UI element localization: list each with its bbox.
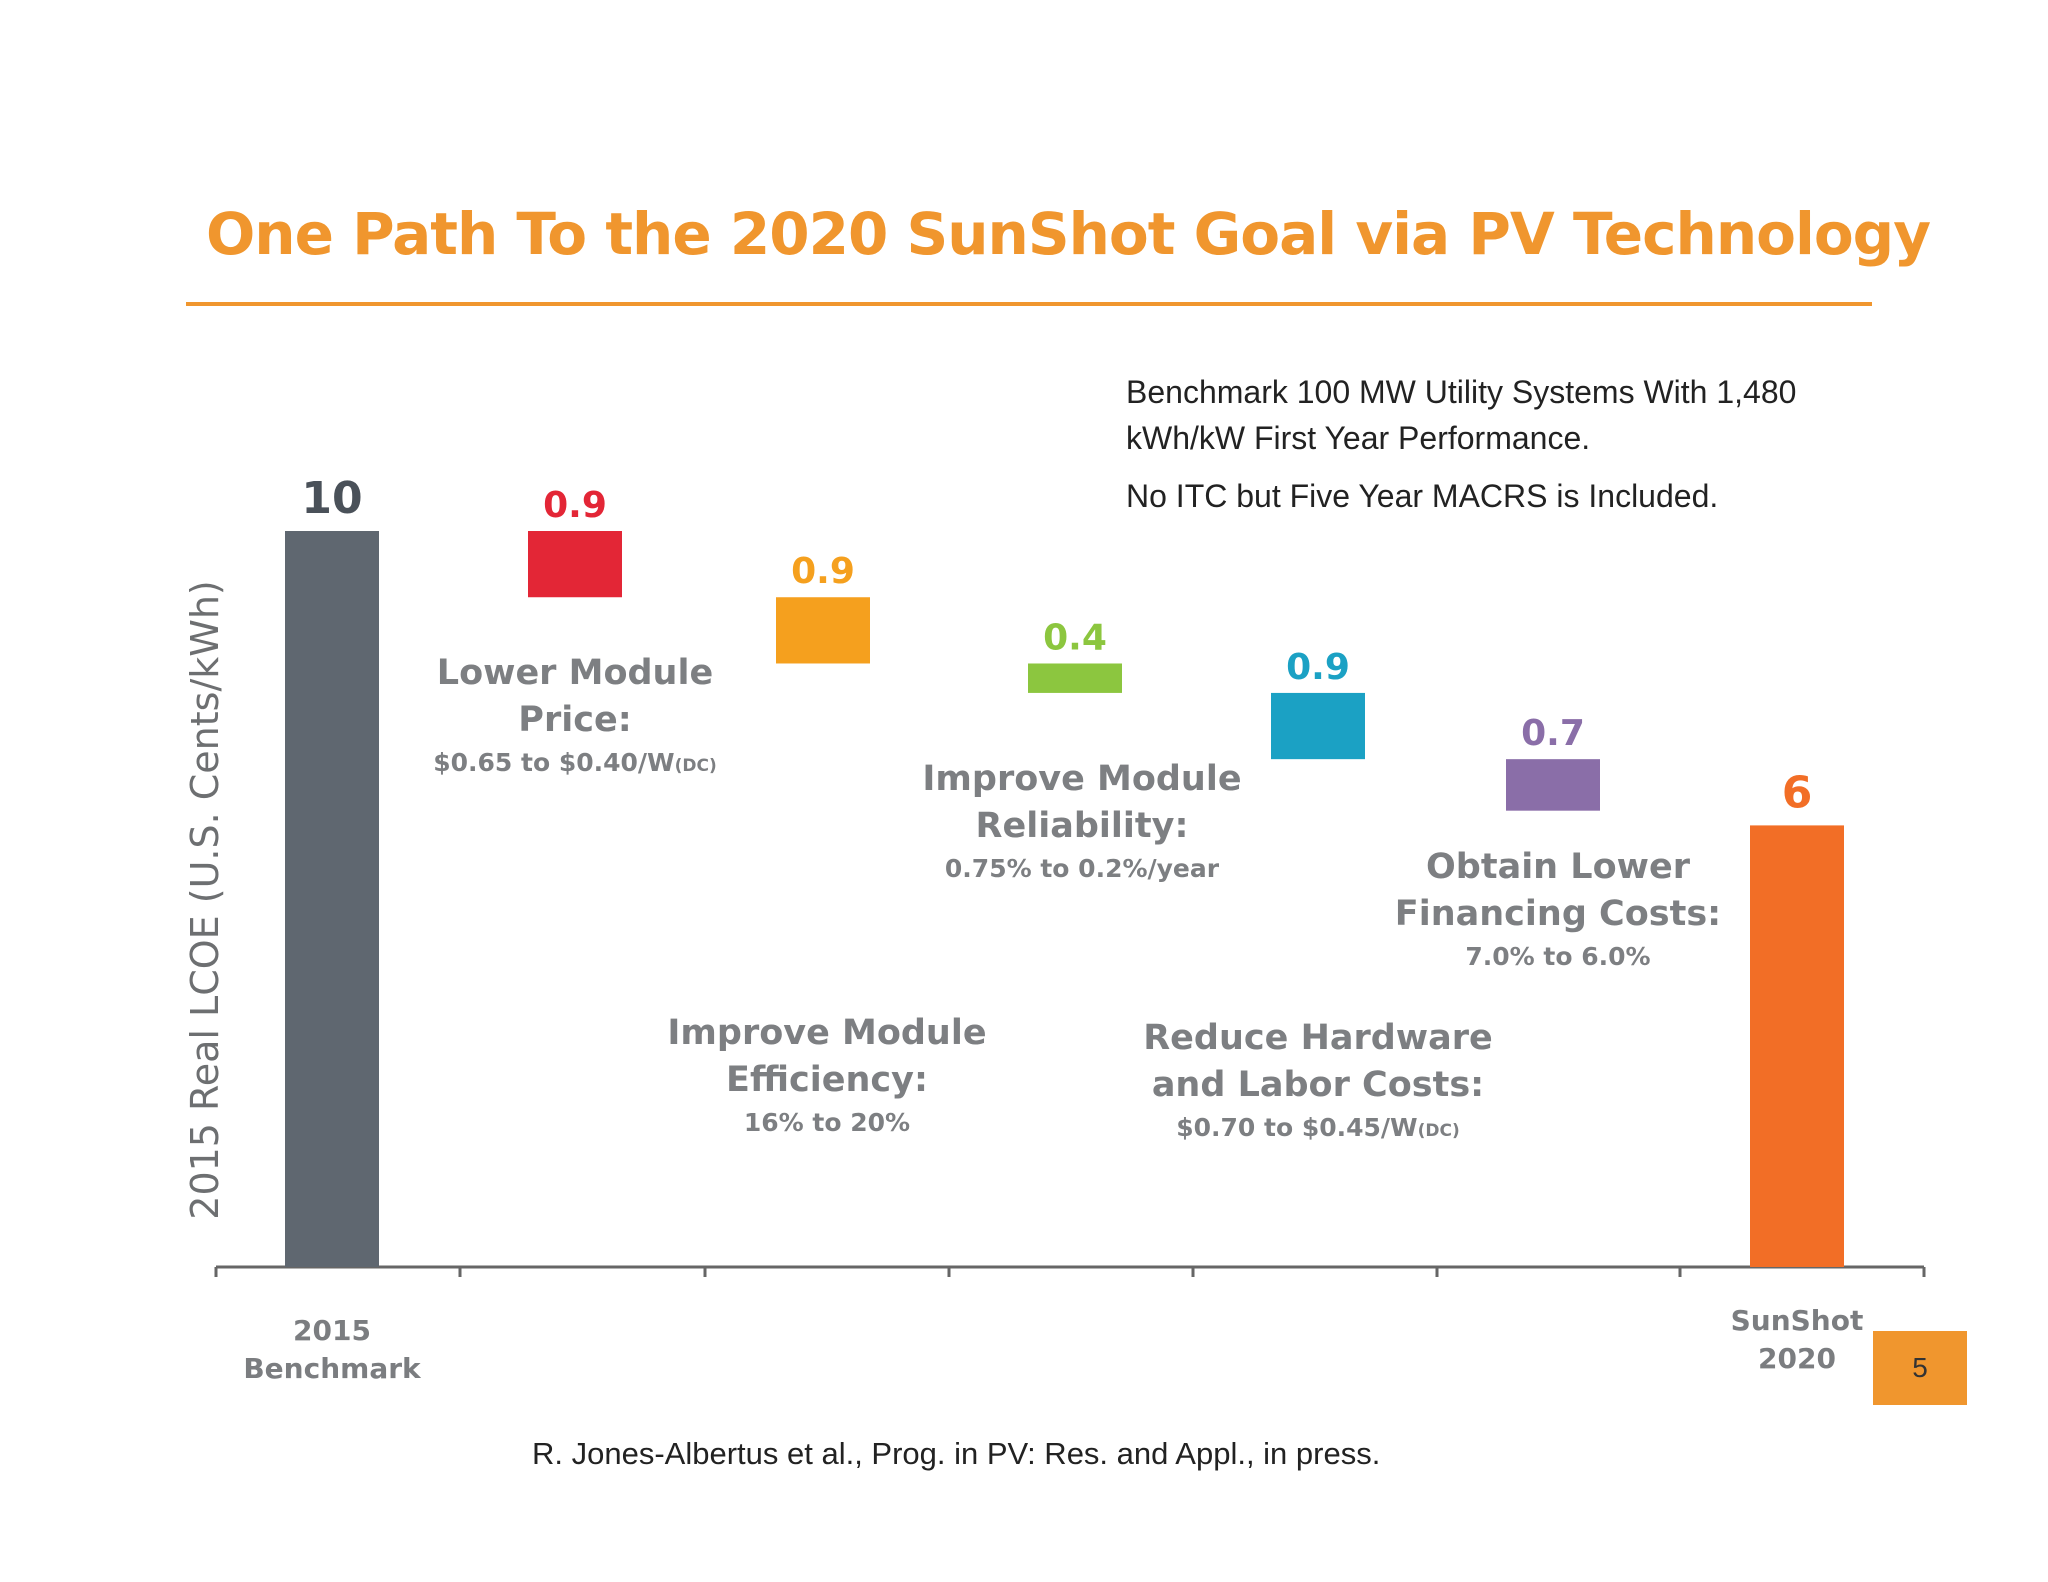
annotation-5-detail-text: 7.0% to 6.0% (1465, 942, 1650, 971)
page-number-badge: 5 (1873, 1331, 1967, 1405)
category-label-0-line2: Benchmark (243, 1352, 422, 1385)
annotation-2-detail: 16% to 20% (744, 1108, 910, 1137)
data-label-3: 0.4 (1043, 617, 1107, 658)
annotation-4-detail-subscript: (DC) (1418, 1121, 1460, 1141)
annotation-3-detail-text: 0.75% to 0.2%/year (945, 854, 1220, 883)
annotation-1-detail-text: $0.65 to $0.40/W (433, 748, 674, 777)
data-label-4: 0.9 (1286, 647, 1350, 688)
annotation-1-detail-subscript: (DC) (675, 756, 717, 776)
citation: R. Jones-Albertus et al., Prog. in PV: R… (532, 1436, 1381, 1471)
annotation-1-title2: Price: (518, 700, 631, 740)
annotation-2-title1: Improve Module (667, 1013, 986, 1053)
annotation-3-title2: Reliability: (976, 806, 1189, 846)
data-label-0: 10 (301, 473, 362, 524)
bar-6 (1750, 825, 1844, 1267)
note-line-1: Benchmark 100 MW Utility Systems With 1,… (1126, 374, 1797, 410)
annotation-5-title2: Financing Costs: (1395, 894, 1721, 934)
bar-0 (285, 531, 379, 1267)
annotation-4-detail-text: $0.70 to $0.45/W (1176, 1113, 1417, 1142)
data-label-2: 0.9 (791, 551, 855, 592)
annotation-3-detail: 0.75% to 0.2%/year (945, 854, 1220, 883)
annotation-4-title1: Reduce Hardware (1143, 1018, 1493, 1058)
bar-4 (1271, 692, 1365, 760)
annotation-1-title1: Lower Module (437, 653, 713, 693)
data-label-5: 0.7 (1521, 713, 1585, 754)
annotation-2-title2: Efficiency: (726, 1060, 928, 1100)
note-line-2: kWh/kW First Year Performance. (1126, 420, 1591, 456)
annotation-3-title1: Improve Module (922, 759, 1241, 799)
annotation-4-detail: $0.70 to $0.45/W(DC) (1176, 1113, 1460, 1142)
annotation-5-detail: 7.0% to 6.0% (1465, 942, 1650, 971)
category-label-0-line1: 2015 (293, 1314, 371, 1347)
slide-title: One Path To the 2020 SunShot Goal via PV… (206, 200, 1931, 268)
note-line-3: No ITC but Five Year MACRS is Included. (1126, 478, 1719, 514)
bar-2 (776, 597, 870, 664)
bar-3 (1028, 663, 1122, 693)
annotation-5-title1: Obtain Lower (1426, 847, 1691, 887)
y-axis-label: 2015 Real LCOE (U.S. Cents/kWh) (183, 580, 227, 1219)
data-label-6: 6 (1782, 767, 1813, 818)
bar-1 (528, 531, 622, 598)
annotation-2-detail-text: 16% to 20% (744, 1108, 910, 1137)
bar-5 (1506, 759, 1600, 811)
title-divider (186, 302, 1872, 306)
page-number: 5 (1912, 1352, 1928, 1383)
category-label-6-line1: SunShot (1731, 1304, 1864, 1337)
data-label-1: 0.9 (543, 485, 607, 526)
category-label-6-line2: 2020 (1758, 1342, 1836, 1375)
annotation-1-detail: $0.65 to $0.40/W(DC) (433, 748, 717, 777)
annotation-4-title2: and Labor Costs: (1152, 1065, 1484, 1105)
